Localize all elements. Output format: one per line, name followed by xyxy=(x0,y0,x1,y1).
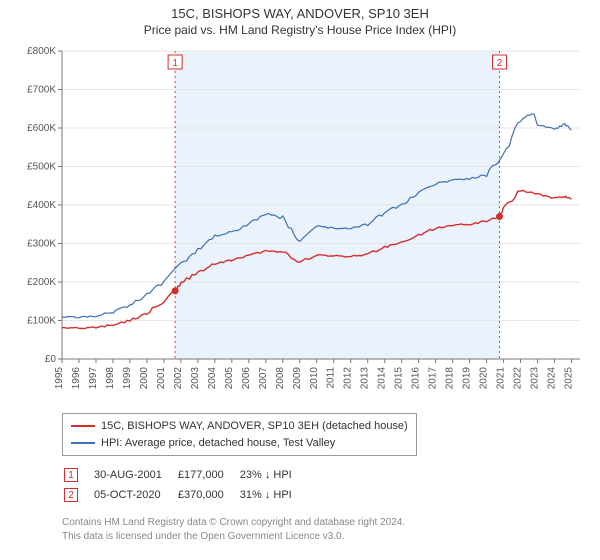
legend-item: HPI: Average price, detached house, Test… xyxy=(71,435,408,452)
svg-text:2007: 2007 xyxy=(258,367,269,390)
svg-text:2016: 2016 xyxy=(411,367,422,390)
svg-text:2005: 2005 xyxy=(224,367,235,390)
svg-text:1998: 1998 xyxy=(105,367,116,390)
chart-container: 15C, BISHOPS WAY, ANDOVER, SP10 3EH Pric… xyxy=(0,0,600,551)
transactions-table: 1 30-AUG-2001£177,00023% ↓ HPI 2 05-OCT-202… xyxy=(62,464,308,506)
title-line1: 15C, BISHOPS WAY, ANDOVER, SP10 3EH xyxy=(10,6,590,21)
transaction-date: 30-AUG-2001 xyxy=(94,466,176,484)
svg-text:£800K: £800K xyxy=(27,46,56,57)
svg-text:2017: 2017 xyxy=(428,367,439,390)
svg-text:2012: 2012 xyxy=(343,367,354,390)
svg-text:1995: 1995 xyxy=(54,367,65,390)
transaction-date: 05-OCT-2020 xyxy=(94,486,176,504)
legend-swatch xyxy=(71,442,95,444)
svg-text:2014: 2014 xyxy=(377,367,388,390)
line-chart: £0 £100K £200K £300K £400K £500K £600K £700K £80… xyxy=(10,45,590,405)
svg-text:2006: 2006 xyxy=(241,367,252,390)
svg-text:£600K: £600K xyxy=(27,123,56,134)
svg-text:1997: 1997 xyxy=(88,367,99,390)
svg-text:2009: 2009 xyxy=(292,367,303,390)
svg-text:2002: 2002 xyxy=(173,367,184,390)
svg-text:1999: 1999 xyxy=(122,367,133,390)
legend-label: HPI: Average price, detached house, Test… xyxy=(101,435,335,452)
legend-item: 15C, BISHOPS WAY, ANDOVER, SP10 3EH (det… xyxy=(71,418,408,435)
svg-text:1: 1 xyxy=(172,58,178,69)
footnote-line1: Contains HM Land Registry data © Crown c… xyxy=(62,516,590,530)
svg-text:£200K: £200K xyxy=(27,277,56,288)
svg-text:2000: 2000 xyxy=(139,367,150,390)
svg-text:2018: 2018 xyxy=(445,367,456,390)
table-row: 2 05-OCT-2020£370,00031% ↓ HPI xyxy=(64,486,306,504)
svg-text:£100K: £100K xyxy=(27,316,56,327)
transaction-delta: 31% ↓ HPI xyxy=(240,486,306,504)
svg-text:2011: 2011 xyxy=(326,367,337,389)
title-line2: Price paid vs. HM Land Registry's House … xyxy=(10,23,590,37)
footnote-line2: This data is licensed under the Open Gov… xyxy=(62,530,590,544)
transaction-price: £370,000 xyxy=(178,486,238,504)
marker-badge: 1 xyxy=(64,468,78,482)
marker-badge: 2 xyxy=(64,488,78,502)
svg-text:1996: 1996 xyxy=(71,367,82,390)
svg-text:2008: 2008 xyxy=(275,367,286,390)
svg-text:2: 2 xyxy=(497,58,503,69)
footnote: Contains HM Land Registry data © Crown c… xyxy=(62,516,590,543)
legend-label: 15C, BISHOPS WAY, ANDOVER, SP10 3EH (det… xyxy=(101,418,408,435)
title-area: 15C, BISHOPS WAY, ANDOVER, SP10 3EH Pric… xyxy=(10,6,590,37)
legend-box: 15C, BISHOPS WAY, ANDOVER, SP10 3EH (det… xyxy=(62,413,417,456)
svg-text:2001: 2001 xyxy=(156,367,167,390)
svg-text:£400K: £400K xyxy=(27,200,56,211)
svg-text:2010: 2010 xyxy=(309,367,320,390)
svg-text:2021: 2021 xyxy=(496,367,507,390)
chart-svg: £0 £100K £200K £300K £400K £500K £600K £700K £80… xyxy=(10,45,590,405)
legend-swatch xyxy=(71,425,95,427)
table-row: 1 30-AUG-2001£177,00023% ↓ HPI xyxy=(64,466,306,484)
svg-text:2004: 2004 xyxy=(207,367,218,390)
svg-text:2023: 2023 xyxy=(530,367,541,390)
svg-text:£0: £0 xyxy=(45,354,57,365)
svg-text:2019: 2019 xyxy=(462,367,473,390)
svg-text:2003: 2003 xyxy=(190,367,201,390)
svg-text:2024: 2024 xyxy=(547,367,558,390)
svg-text:2013: 2013 xyxy=(360,367,371,390)
svg-text:£500K: £500K xyxy=(27,162,56,173)
transaction-delta: 23% ↓ HPI xyxy=(240,466,306,484)
transaction-price: £177,000 xyxy=(178,466,238,484)
svg-text:£300K: £300K xyxy=(27,239,56,250)
svg-text:2025: 2025 xyxy=(564,367,575,390)
svg-text:2020: 2020 xyxy=(479,367,490,390)
svg-text:£700K: £700K xyxy=(27,85,56,96)
svg-text:2022: 2022 xyxy=(513,367,524,390)
svg-text:2015: 2015 xyxy=(394,367,405,390)
